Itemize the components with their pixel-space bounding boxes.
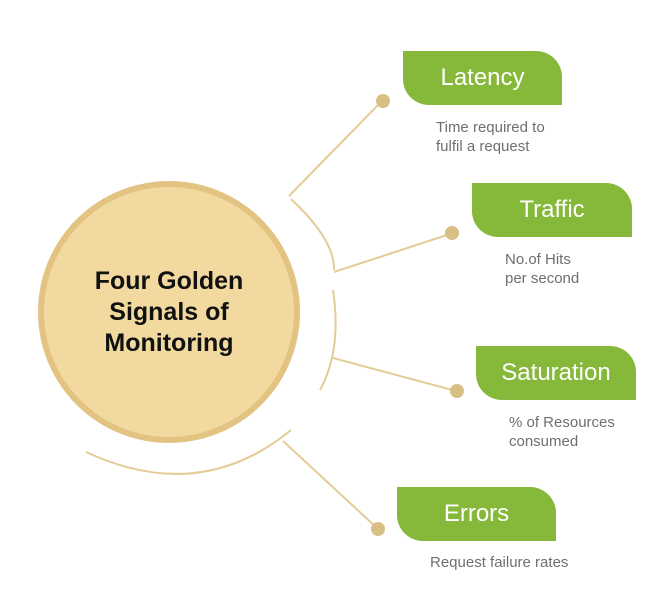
- outer-arc-lower: [85, 429, 292, 475]
- connector-saturation: [332, 357, 457, 392]
- signal-description-errors: Request failure rates: [430, 554, 569, 571]
- signal-badge-traffic: Traffic: [472, 183, 632, 237]
- outer-arc-upper: [290, 198, 336, 271]
- signal-badge-latency: Latency: [403, 51, 562, 105]
- signal-description-traffic: No.of Hits per second: [505, 251, 580, 287]
- outer-arc-middle: [319, 289, 337, 391]
- dot-traffic: [445, 226, 459, 240]
- signal-badge-saturation: Saturation: [476, 346, 636, 400]
- center-title: Four Golden Signals of Monitoring: [94, 266, 244, 357]
- signal-description-latency: Time required to fulfil a request: [436, 119, 545, 155]
- badge-label-latency: Latency: [440, 64, 525, 91]
- connector-traffic: [333, 233, 451, 273]
- center-circle: Four Golden Signals of Monitoring: [38, 181, 300, 443]
- badge-label-traffic: Traffic: [519, 196, 585, 223]
- dot-saturation: [450, 384, 464, 398]
- dot-errors: [371, 522, 385, 536]
- signal-badge-errors: Errors: [397, 487, 556, 541]
- dot-latency: [376, 94, 390, 108]
- connector-errors: [282, 440, 378, 529]
- badge-label-errors: Errors: [443, 500, 510, 527]
- badge-label-saturation: Saturation: [501, 359, 611, 386]
- connector-latency: [288, 100, 383, 197]
- signal-description-saturation: % of Resources consumed: [509, 414, 615, 450]
